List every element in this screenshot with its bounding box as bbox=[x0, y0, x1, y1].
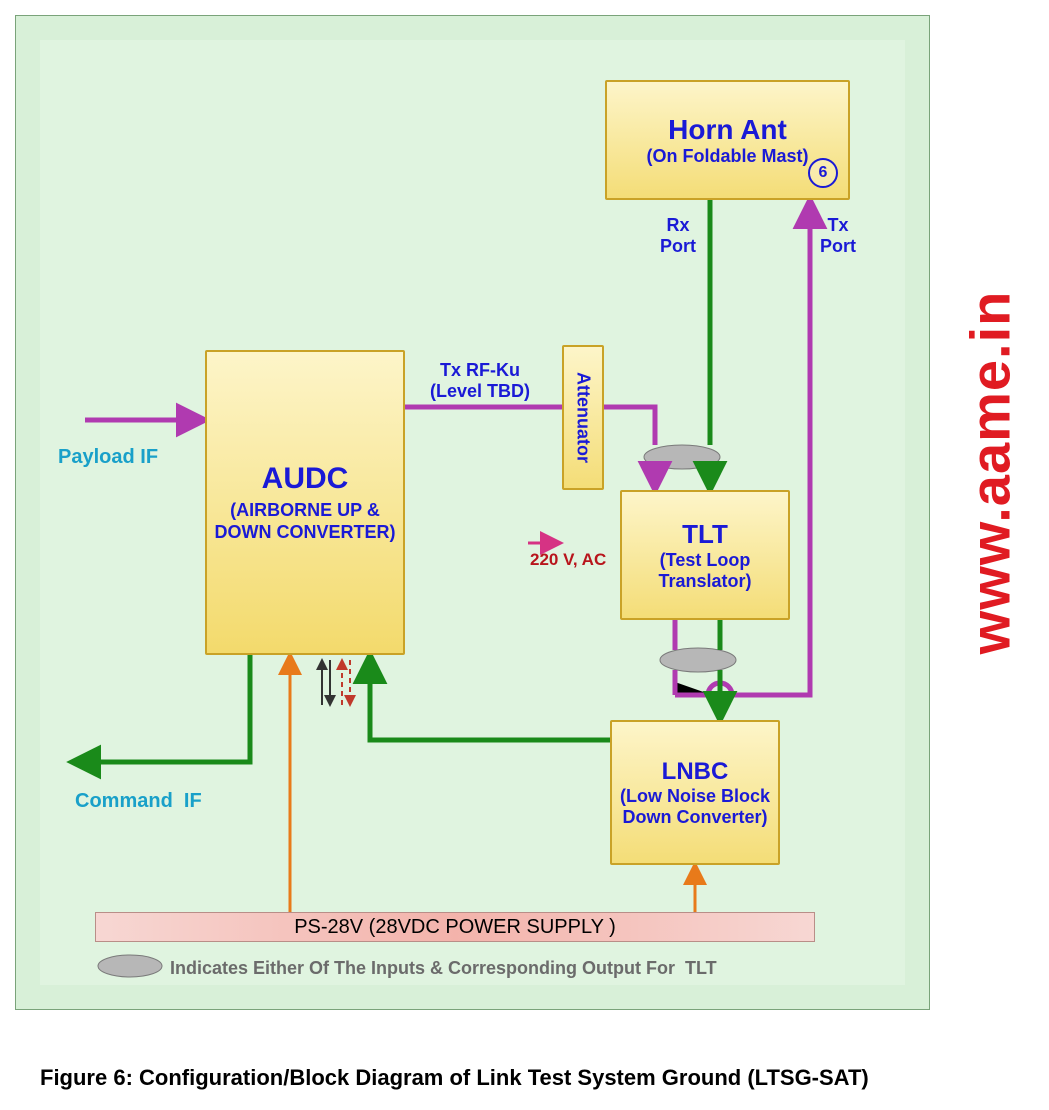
payload-if-label: Payload IF bbox=[58, 446, 158, 469]
tlt-block: TLT (Test Loop Translator) bbox=[620, 490, 790, 620]
power-supply-bar: PS-28V (28VDC POWER SUPPLY ) bbox=[95, 912, 815, 942]
attenuator-block: Attenuator bbox=[562, 345, 604, 490]
horn-ant-block: Horn Ant (On Foldable Mast) 6 bbox=[605, 80, 850, 200]
audc-block: AUDC (AIRBORNE UP & DOWN CONVERTER) bbox=[205, 350, 405, 655]
vac-label: 220 V, AC bbox=[530, 550, 606, 570]
horn-ant-subtitle: (On Foldable Mast) bbox=[647, 146, 809, 167]
tlt-subtitle: (Test Loop Translator) bbox=[628, 550, 782, 591]
tx-port-label: Tx Port bbox=[820, 215, 856, 256]
horn-ant-badge: 6 bbox=[808, 158, 838, 188]
legend-text: Indicates Either Of The Inputs & Corresp… bbox=[170, 958, 717, 979]
diagram-page: Horn Ant (On Foldable Mast) 6 AUDC (AIRB… bbox=[0, 0, 1049, 1110]
horn-ant-title: Horn Ant bbox=[668, 114, 787, 146]
audc-subtitle: (AIRBORNE UP & DOWN CONVERTER) bbox=[213, 500, 397, 543]
watermark-text: www.aame.in bbox=[958, 273, 1023, 673]
tlt-title: TLT bbox=[682, 519, 728, 550]
tx-rf-label: Tx RF-Ku (Level TBD) bbox=[430, 360, 530, 401]
lnbc-block: LNBC (Low Noise Block Down Converter) bbox=[610, 720, 780, 865]
power-supply-label: PS-28V (28VDC POWER SUPPLY ) bbox=[294, 916, 616, 939]
rx-port-label: Rx Port bbox=[660, 215, 696, 256]
audc-title: AUDC bbox=[262, 462, 349, 496]
lnbc-subtitle: (Low Noise Block Down Converter) bbox=[618, 786, 772, 827]
command-if-label: Command IF bbox=[75, 790, 202, 813]
figure-caption: Figure 6: Configuration/Block Diagram of… bbox=[40, 1065, 869, 1091]
attenuator-title: Attenuator bbox=[573, 372, 594, 463]
lnbc-title: LNBC bbox=[662, 758, 729, 786]
